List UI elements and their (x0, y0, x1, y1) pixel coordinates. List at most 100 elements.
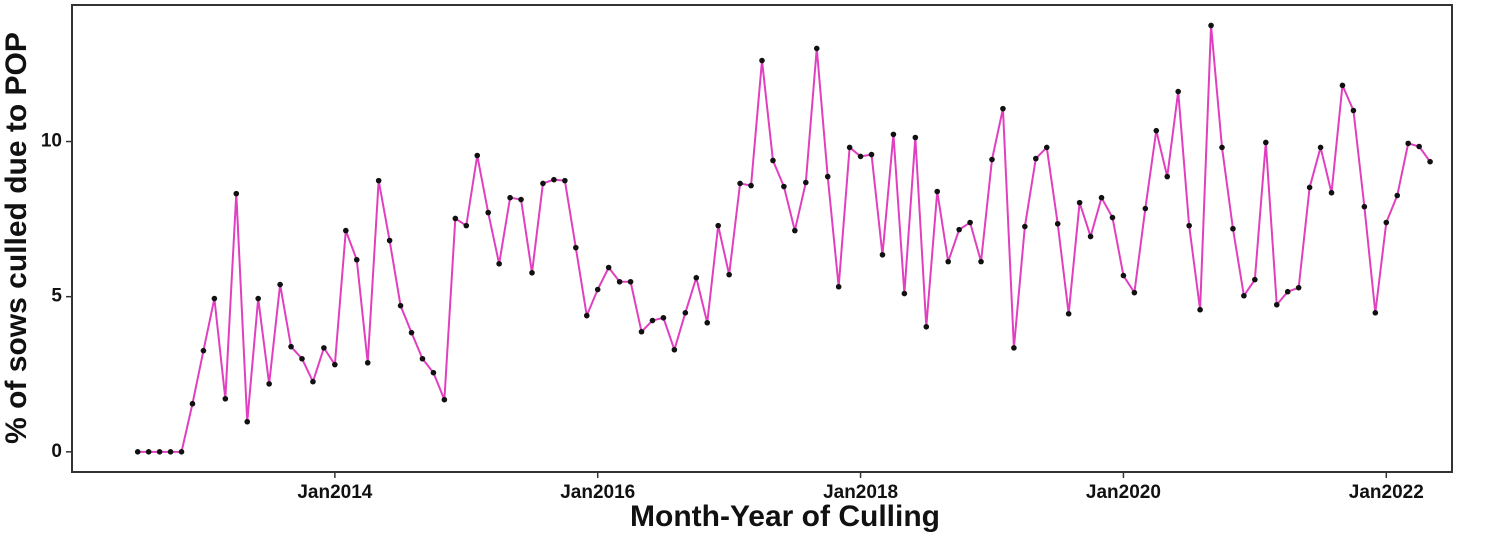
data-point (1306, 184, 1313, 191)
data-point (748, 182, 754, 189)
data-point (803, 179, 809, 186)
data-point (507, 194, 513, 201)
data-point (353, 256, 360, 263)
data-point (529, 269, 535, 276)
data-point (671, 346, 678, 353)
data-point (781, 183, 787, 190)
data-point (310, 378, 316, 385)
data-point (496, 260, 502, 267)
data-line (137, 25, 1431, 453)
data-point (441, 396, 448, 403)
data-point (901, 290, 908, 297)
data-point (1241, 292, 1247, 299)
data-point (1175, 88, 1181, 95)
plot-frame (71, 4, 1453, 473)
data-point (167, 449, 174, 455)
data-point (1142, 205, 1149, 212)
data-point (1361, 203, 1368, 210)
data-point (386, 237, 393, 244)
data-point (156, 449, 163, 455)
data-point (364, 359, 371, 366)
data-point (1252, 276, 1258, 283)
data-point (134, 449, 141, 455)
data-point (813, 45, 820, 52)
data-point (835, 283, 842, 290)
data-point (792, 227, 798, 234)
data-point (233, 190, 240, 197)
data-point (419, 355, 426, 362)
data-point (474, 152, 481, 159)
data-point (288, 343, 294, 350)
data-point (1087, 233, 1094, 240)
data-point (1394, 192, 1401, 199)
data-point (463, 222, 470, 229)
data-point (321, 345, 327, 351)
data-point (868, 151, 875, 158)
data-point (627, 278, 634, 285)
data-point (1033, 155, 1039, 162)
data-point (912, 134, 919, 141)
data-point (1186, 222, 1192, 229)
data-point (1219, 144, 1225, 151)
data-point (605, 264, 612, 271)
data-point (660, 314, 667, 321)
data-point (277, 281, 283, 288)
data-point (726, 271, 732, 278)
data-point (1317, 144, 1324, 151)
y-tick-label: 0 (51, 441, 62, 462)
data-point (1208, 22, 1214, 29)
data-point (1427, 158, 1433, 165)
data-point (189, 400, 196, 407)
data-point (1109, 214, 1116, 221)
data-point (222, 395, 229, 402)
data-point (890, 131, 897, 138)
data-point (375, 177, 382, 184)
data-point (1011, 345, 1017, 351)
data-point (1273, 301, 1280, 308)
data-point (638, 328, 645, 335)
data-point (518, 196, 524, 203)
data-point (1065, 310, 1072, 317)
data-point (1295, 284, 1302, 291)
data-point (945, 258, 951, 265)
data-point (430, 369, 437, 376)
x-tick-label: Jan2018 (823, 482, 898, 503)
data-point (145, 449, 152, 455)
data-point (879, 251, 886, 258)
data-point (573, 244, 579, 251)
data-point (1153, 127, 1160, 134)
data-point (1372, 310, 1379, 316)
data-point (1076, 199, 1083, 206)
data-point (1328, 189, 1335, 196)
data-point (978, 258, 984, 265)
data-point (299, 355, 305, 362)
data-point (857, 153, 864, 160)
data-point (1043, 144, 1050, 151)
data-point (616, 278, 623, 285)
data-point (682, 310, 689, 316)
data-point (1383, 219, 1390, 226)
data-point (770, 157, 776, 164)
data-point (1284, 288, 1291, 295)
x-tick-label: Jan2016 (560, 482, 635, 503)
data-point (255, 295, 261, 302)
x-tick-label: Jan2022 (1349, 482, 1424, 503)
data-point (704, 319, 711, 326)
data-point (1230, 225, 1236, 232)
data-point (1131, 289, 1138, 296)
y-tick-label: 10 (41, 131, 62, 152)
data-point (397, 302, 404, 309)
data-point (1350, 107, 1357, 114)
data-point (594, 286, 601, 293)
data-point (211, 295, 218, 302)
data-point (1120, 272, 1127, 279)
data-point (266, 381, 272, 387)
data-point (332, 361, 338, 368)
data-point (715, 222, 721, 229)
y-axis-title: % of sows culled due to POP (0, 32, 33, 444)
data-point (200, 347, 207, 354)
data-point (846, 144, 853, 151)
data-point (551, 176, 557, 183)
data-point (485, 209, 491, 216)
